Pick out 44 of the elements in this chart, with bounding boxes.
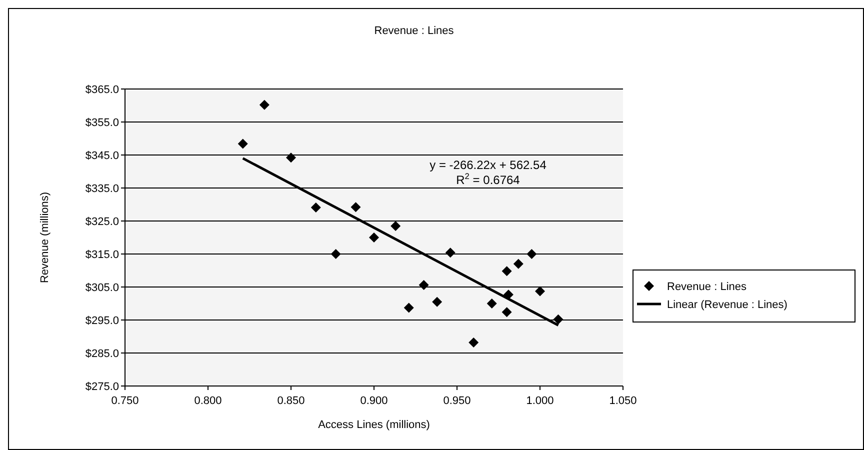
y-axis-title: Revenue (millions) [39,192,51,284]
x-axis-title: Access Lines (millions) [318,419,430,431]
y-tick-label: $325.0 [85,216,119,228]
point [502,266,512,276]
x-tick-label: 1.050 [609,395,637,407]
point [369,232,379,242]
point [390,220,401,231]
point [350,202,361,212]
point [513,258,524,269]
y-tick-label: $345.0 [85,150,119,162]
x-tick-label: 0.950 [443,395,471,407]
point [553,314,564,324]
point [259,100,270,110]
annotation: y = -266.22x + 562.54 [430,158,547,172]
point [486,298,497,308]
point [330,249,341,259]
x-tick-label: 0.850 [277,395,305,407]
y-tick-label: $335.0 [85,182,119,195]
y-tick-label: $365.0 [85,84,119,96]
x-tick-label: 0.900 [360,395,388,407]
y-tick-label: $285.0 [85,348,119,360]
annotation: R$^{2}$ = 0.6764 [456,171,520,187]
point [445,248,456,258]
point [468,337,479,348]
x-tick-label: 0.750 [111,395,139,407]
y-tick-label: $295.0 [85,314,119,327]
legend-label: Revenue : Lines [667,280,747,293]
y-tick-label: $305.0 [85,282,119,294]
point [535,286,545,296]
y-tick-label: $355.0 [85,116,119,129]
point [238,138,248,149]
legend-label: Linear (Revenue : Lines) [667,298,788,311]
y-tick-label: $275.0 [85,380,119,393]
chart-title: Revenue : Lines [374,25,454,37]
y-tick-label: $315.0 [85,248,119,261]
point [310,202,321,212]
x-tick-label: 0.800 [194,395,222,407]
point [432,296,442,307]
point [526,249,537,259]
point [286,152,296,163]
x-tick-label: 1.000 [526,395,554,407]
point [502,307,512,318]
point [418,280,429,290]
point [404,302,414,313]
